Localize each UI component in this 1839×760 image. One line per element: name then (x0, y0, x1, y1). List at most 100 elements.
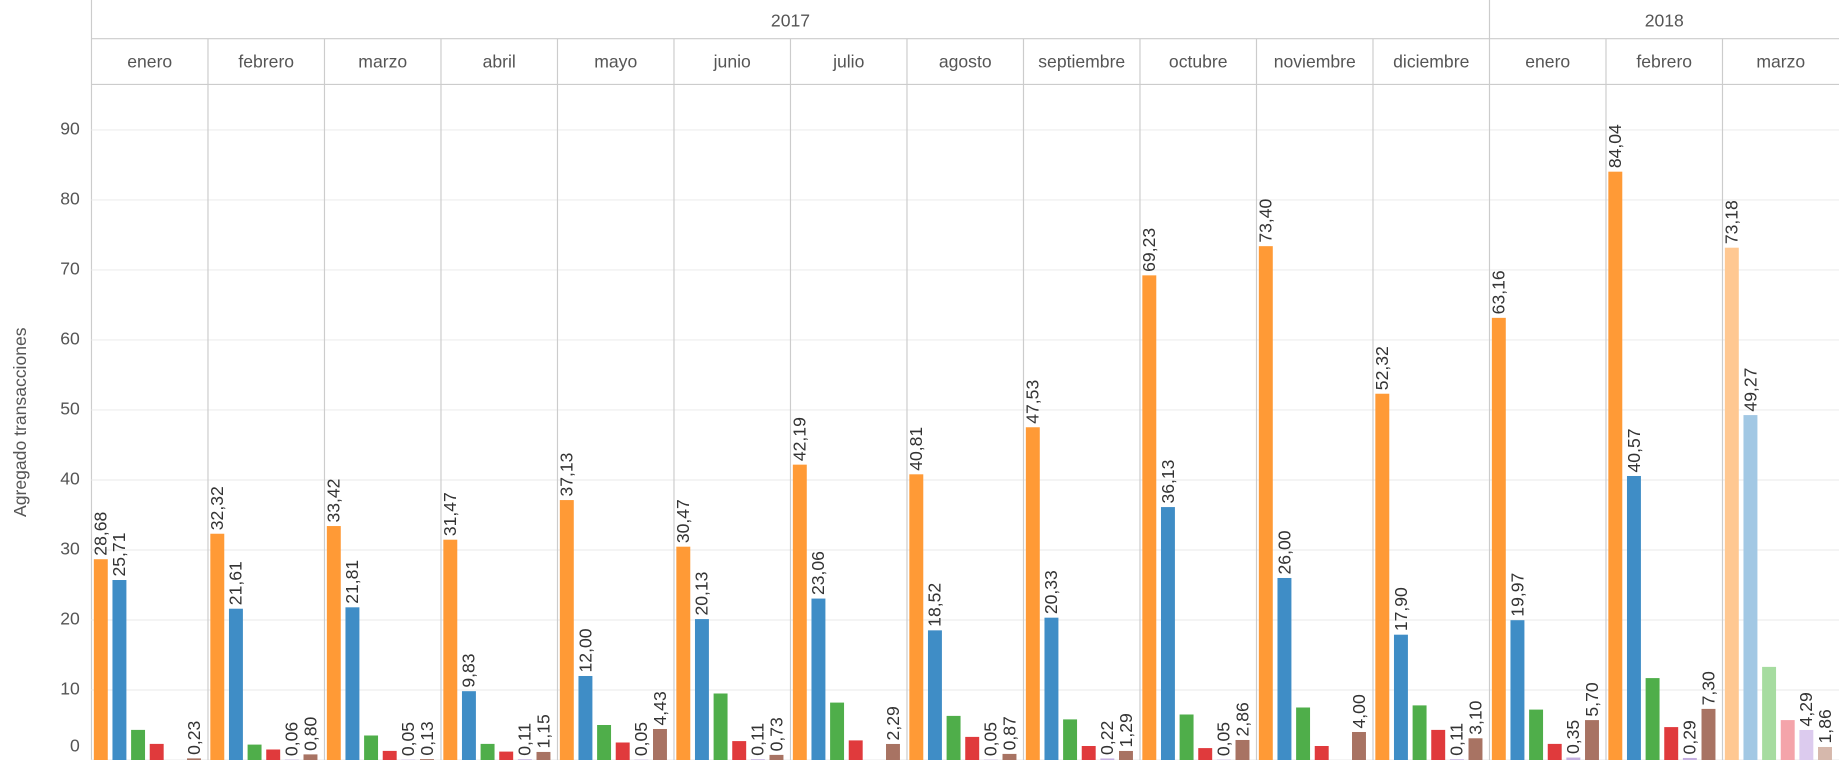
bar (676, 546, 691, 760)
bar (909, 474, 924, 760)
bar (1100, 758, 1115, 760)
bar (732, 741, 747, 760)
bar (461, 691, 476, 760)
bar (653, 728, 667, 760)
value-label: 36,13 (1158, 460, 1178, 504)
value-label: 0,11 (1447, 723, 1467, 756)
bar (1393, 634, 1408, 760)
value-label: 69,23 (1139, 228, 1159, 272)
value-label: 18,52 (925, 583, 945, 627)
bar (112, 580, 127, 760)
y-tick-label: 50 (60, 399, 80, 419)
x-tick-label: agosto (939, 51, 992, 71)
bar (1352, 731, 1366, 760)
y-tick-label: 40 (60, 469, 80, 489)
x-tick-label: enero (127, 51, 172, 71)
value-label: 32,32 (207, 486, 227, 530)
value-label: 33,42 (324, 479, 344, 523)
bar (93, 559, 108, 760)
bar (559, 500, 574, 760)
bar (1743, 415, 1758, 760)
bar (1724, 247, 1739, 760)
value-label: 17,90 (1391, 587, 1411, 631)
bar (713, 693, 728, 760)
y-tick-label: 80 (60, 189, 80, 209)
bar (536, 751, 551, 760)
value-label: 31,47 (440, 492, 460, 536)
value-label: 28,68 (91, 511, 111, 555)
value-label: 52,32 (1372, 346, 1392, 390)
x-tick-label: marzo (1756, 51, 1805, 71)
value-label: 25,71 (109, 532, 129, 576)
bar (1682, 757, 1697, 760)
bar (210, 533, 225, 760)
value-label: 0,11 (515, 723, 535, 756)
group-label: 2018 (1645, 10, 1684, 30)
value-label: 0,80 (300, 716, 320, 750)
bar (326, 526, 341, 760)
bar (597, 724, 612, 760)
value-label: 30,47 (673, 499, 693, 543)
bar (830, 702, 845, 760)
bar (499, 751, 514, 760)
value-label: 3,10 (1465, 700, 1485, 734)
bar (1142, 275, 1157, 760)
value-label: 0,29 (1680, 720, 1700, 754)
bar (1179, 714, 1194, 760)
bar (443, 539, 458, 760)
bar (927, 630, 942, 760)
bar (382, 750, 397, 760)
y-tick-label: 0 (70, 736, 80, 756)
bar (187, 758, 201, 760)
bar (1491, 317, 1506, 760)
bar (886, 743, 900, 760)
bar (1119, 750, 1133, 760)
bar (149, 743, 164, 760)
value-label: 0,05 (631, 722, 651, 756)
x-tick-label: septiembre (1038, 51, 1125, 71)
value-label: 4,00 (1349, 694, 1369, 728)
bar (1044, 617, 1059, 760)
value-label: 1,86 (1815, 709, 1835, 743)
value-label: 0,05 (398, 722, 418, 756)
value-label: 20,33 (1041, 570, 1061, 614)
group-label: 2017 (771, 10, 810, 30)
bar (1799, 729, 1814, 760)
value-label: 2,29 (883, 706, 903, 740)
bar (792, 464, 807, 760)
value-label: 0,73 (766, 717, 786, 751)
value-label: 2,86 (1232, 702, 1252, 736)
bar (1547, 743, 1562, 760)
bar (1626, 475, 1641, 760)
bar (1762, 666, 1777, 760)
x-tick-label: febrero (1636, 51, 1692, 71)
value-label: 4,43 (650, 691, 670, 725)
bar (1063, 719, 1078, 760)
y-tick-label: 90 (60, 119, 80, 139)
value-label: 0,06 (282, 722, 302, 756)
value-label: 40,81 (906, 427, 926, 471)
value-label: 4,29 (1796, 692, 1816, 726)
bar (1025, 427, 1040, 760)
value-label: 49,27 (1740, 368, 1760, 412)
bar (578, 675, 593, 760)
value-label: 7,30 (1698, 671, 1718, 705)
bar (1645, 678, 1660, 760)
x-tick-label: diciembre (1393, 51, 1469, 71)
bar (1314, 745, 1329, 760)
x-tick-label: julio (832, 51, 864, 71)
bar (1585, 720, 1599, 760)
bar (228, 608, 243, 760)
bar (1081, 745, 1096, 760)
value-label: 73,18 (1722, 200, 1742, 244)
bar (1818, 746, 1832, 760)
value-label: 26,00 (1274, 530, 1294, 574)
bar (769, 754, 784, 760)
bar (1235, 739, 1250, 760)
bar (1198, 748, 1213, 760)
value-label: 37,13 (557, 453, 577, 497)
bar (1412, 705, 1427, 760)
value-label: 40,57 (1624, 428, 1644, 472)
bar (811, 598, 826, 760)
y-tick-label: 60 (60, 329, 80, 349)
